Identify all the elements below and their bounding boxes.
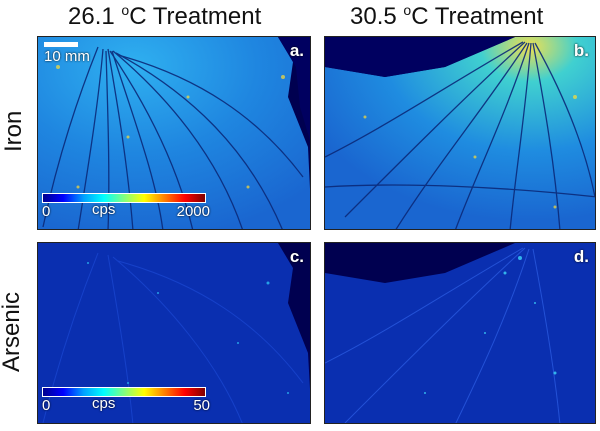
colorbar-arsenic-unit: cps: [92, 395, 116, 412]
panel-letter-c: c.: [289, 247, 304, 266]
column-title-30-5: 30.5 oC Treatment: [350, 2, 544, 30]
colorbar-iron-min: 0: [42, 203, 51, 220]
colorbar-gradient-arsenic: [42, 387, 206, 397]
colorbar-iron: 0 cps 2000: [42, 193, 210, 225]
panel-letter-b: b.: [573, 41, 589, 60]
colorbar-iron-max: 2000: [176, 203, 210, 220]
panel-letter-d: d.: [573, 247, 589, 266]
panel-a-iron-26-1: 10 mm a. 0 cps 2000: [37, 36, 311, 230]
scale-bar-line: [44, 42, 78, 47]
colorbar-arsenic-max: 50: [193, 397, 210, 414]
arsenic-map-image-d: [325, 243, 595, 423]
row-label-arsenic: Arsenic: [0, 291, 25, 373]
iron-map-image-b: [325, 37, 595, 229]
row-label-iron: Iron: [0, 110, 27, 152]
scale-bar-label: 10 mm: [44, 48, 90, 65]
panel-b-iron-30-5: b.: [324, 36, 596, 230]
scale-bar: 10 mm: [44, 42, 90, 65]
colorbar-iron-unit: cps: [92, 201, 116, 218]
panel-d-arsenic-30-5: d.: [324, 242, 596, 424]
column-title-26-1: 26.1 oC Treatment: [68, 2, 262, 30]
colorbar-arsenic: 0 cps 50: [42, 387, 210, 419]
colorbar-arsenic-min: 0: [42, 397, 51, 414]
panel-c-arsenic-26-1: c. 0 cps 50: [37, 242, 311, 424]
panel-letter-a: a.: [289, 41, 304, 60]
colorbar-gradient-iron: [42, 193, 206, 203]
